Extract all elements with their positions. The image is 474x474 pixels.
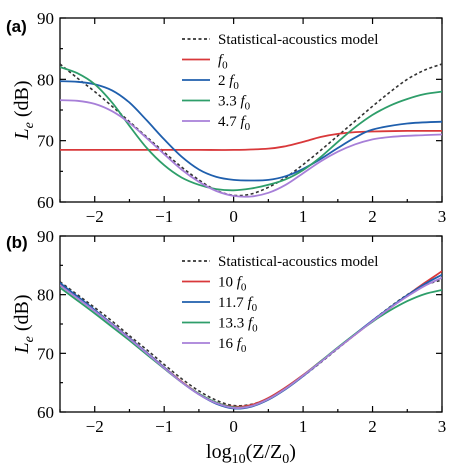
legend-text-subscript: 0 [241,343,247,355]
legend-label: f0 [218,53,228,72]
x-tick-label: 3 [438,417,447,436]
y-axis-label-italic: L [11,342,33,354]
x-tick-label: −1 [155,417,173,436]
x-axis-label-subscript: 10 [232,452,246,467]
y-axis-label-italic: L [11,128,33,140]
legend-text: 10 [218,275,237,291]
y-tick-label: 60 [37,193,54,212]
legend-text: 2 [218,73,229,89]
legend-text-italic: f [248,316,254,332]
legend-text-subscript: 0 [233,80,239,92]
legend-text: 11.7 [218,295,247,311]
legend-label: Statistical-acoustics model [218,254,378,270]
x-axis-label-text: (Z/Z [246,441,283,463]
x-tick-label: 0 [229,417,238,436]
y-axis-label-text: (dB) [11,80,33,122]
legend-text-italic: f [241,114,247,130]
legend-text-subscript: 0 [222,60,228,72]
legend-text: 4.7 [218,114,241,130]
panel-label: (a) [6,17,27,36]
series-line [60,80,442,182]
legend-text-subscript: 0 [245,121,251,133]
x-tick-label: 3 [438,207,447,226]
legend-text: 13.3 [218,316,248,332]
y-axis-label-subscript: e [22,336,37,342]
y-tick-label: 90 [37,9,54,28]
x-axis-label-text: log [206,441,232,463]
panel-a: −2 −1 0 1 2 3 60 70 80 90 Statistical-acoustics mo… [6,9,446,226]
y-tick-label: 90 [37,227,54,246]
y-axis-label-subscript: e [22,122,37,128]
legend-label: 11.7 f0 [218,295,258,314]
y-tick-label: 70 [37,344,54,363]
series-line [60,129,442,151]
series-line [60,66,442,192]
x-tick-label: 1 [299,417,308,436]
legend-text-italic: f [241,94,247,110]
legend-text-italic: f [229,73,235,89]
legend-text-italic: f [218,53,224,69]
series-lines [60,63,442,198]
legend-label: 2 f0 [218,73,239,92]
legend-text-subscript: 0 [241,282,247,294]
x-axis-label: log10(Z/Z0) [206,441,296,467]
x-tick-label: 2 [368,207,377,226]
legend-text-italic: f [237,336,243,352]
series-lines [60,270,442,410]
legend-text-italic: f [237,275,243,291]
y-axis-label-text: (dB) [11,294,33,336]
legend-label: Statistical-acoustics model [218,32,378,48]
series-line [60,276,442,409]
x-tick-label: 0 [229,207,238,226]
legend-text: 16 [218,336,237,352]
x-tick-label: −2 [86,417,104,436]
legend-text-subscript: 0 [252,302,258,314]
legend-label: 3.3 f0 [218,94,251,113]
y-axis-label: Le (dB) [11,80,37,140]
y-axis-label: Le (dB) [11,294,37,354]
x-tick-label: −1 [155,207,173,226]
y-tick-label: 80 [37,286,54,305]
legend-text: Statistical-acoustics model [218,32,378,48]
panel-b: −2 −1 0 1 2 3 60 70 80 90 Statistical-acoustics mo… [6,227,446,436]
legend-label: 16 f0 [218,336,247,355]
legend-text-italic: f [247,295,253,311]
panel-label: (b) [6,233,28,252]
legend-text: Statistical-acoustics model [218,254,378,270]
legend-label: 4.7 f0 [218,114,251,133]
series-line [60,63,442,197]
series-line [60,99,442,198]
x-axis-label-text: ) [289,441,296,463]
legend-label: 10 f0 [218,275,247,294]
x-tick-label: −2 [86,207,104,226]
y-tick-label: 80 [37,70,54,89]
x-tick-label: 2 [368,417,377,436]
legend-text-subscript: 0 [252,323,258,335]
x-tick-label: 1 [299,207,308,226]
y-tick-label: 60 [37,403,54,422]
legend-label: 13.3 f0 [218,316,258,335]
x-axis-label-subscript: 0 [282,452,289,467]
y-tick-label: 70 [37,132,54,151]
legend-text-subscript: 0 [245,101,251,113]
series-line [60,270,442,408]
legend-text: 3.3 [218,94,241,110]
